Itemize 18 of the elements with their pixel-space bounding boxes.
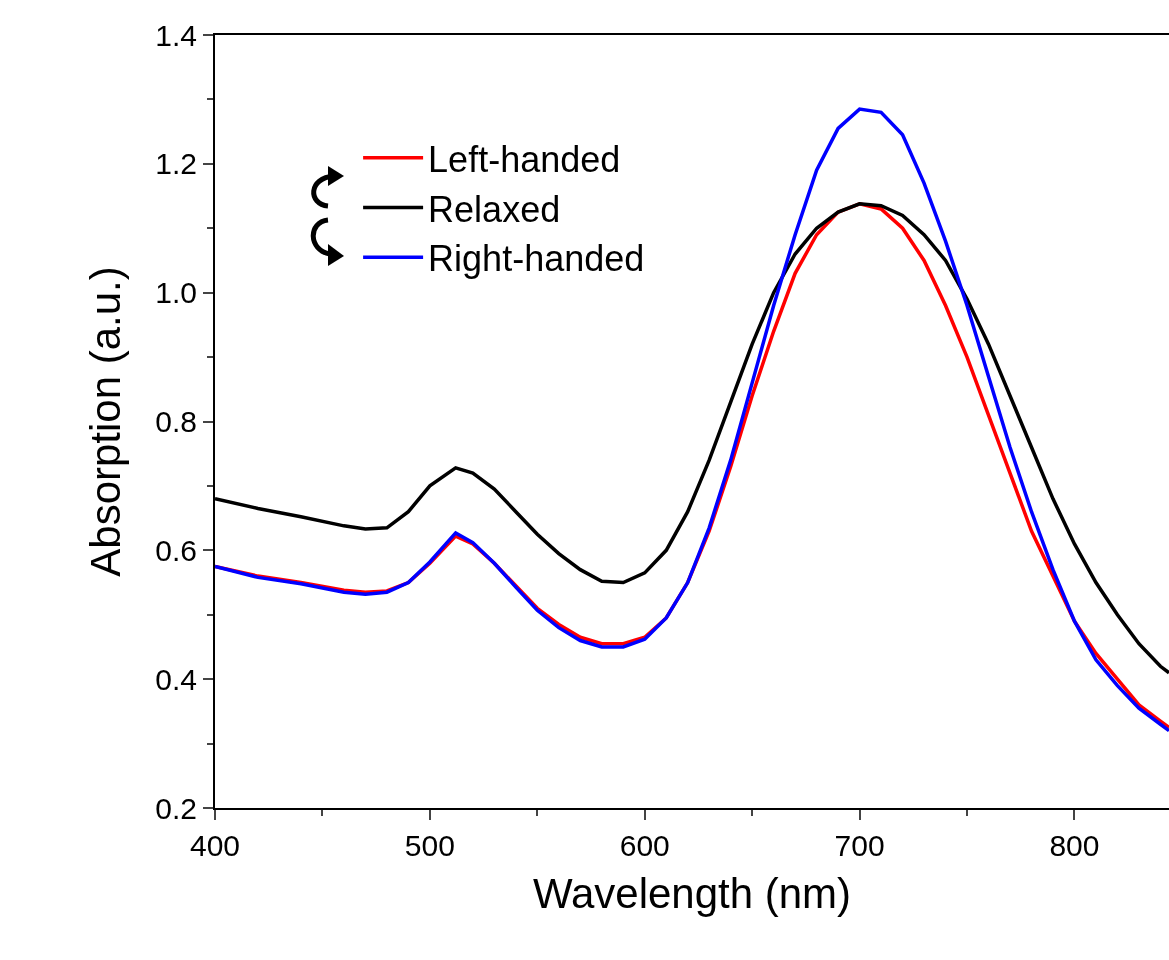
legend-label: Right-handed (428, 238, 645, 280)
x-axis-title: Wavelength (nm) (532, 870, 852, 918)
x-tick-label: 600 (619, 829, 670, 862)
x-tick-label: 400 (189, 829, 241, 862)
x-tick-label: 500 (404, 829, 455, 862)
y-tick-label: 1.4 (155, 18, 197, 52)
y-tick-label: 0.2 (155, 791, 197, 825)
legend-label: Relaxed (428, 188, 561, 230)
x-tick-label: 800 (1049, 829, 1100, 862)
line-series (215, 107, 1169, 733)
legend-label: Left-handed (428, 138, 621, 180)
y-tick-label: 1.0 (155, 276, 197, 310)
x-tick-label: 700 (834, 829, 885, 862)
y-tick-label: 1.2 (155, 147, 197, 181)
y-axis-title: Absorption (a.u.) (81, 266, 129, 577)
y-tick-label: 0.8 (155, 405, 197, 438)
y-tick-label: 0.4 (155, 662, 197, 696)
y-tick-label: 0.6 (155, 533, 197, 567)
